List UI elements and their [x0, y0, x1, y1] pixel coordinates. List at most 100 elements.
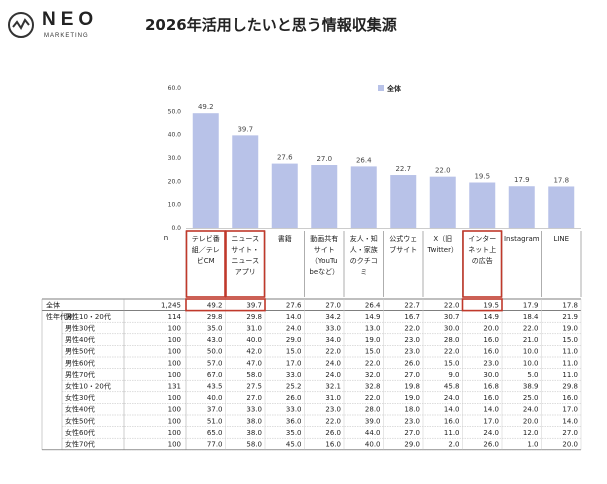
bar	[429, 176, 456, 228]
table-cell: 16.0	[444, 417, 460, 425]
table-cell: 43.5	[207, 383, 223, 391]
table-cell: 26.0	[286, 394, 302, 402]
category-label: ミ	[360, 268, 367, 276]
table-cell: 23.0	[404, 348, 420, 356]
table-cell: 34.2	[325, 313, 341, 321]
table-cell: 26.4	[365, 301, 381, 309]
y-tick-label: 50.0	[168, 108, 182, 115]
bar-value-label: 26.4	[356, 156, 372, 164]
table-cell: 17.8	[562, 301, 578, 309]
bar-value-label: 22.7	[395, 165, 411, 173]
bar-value-label: 22.0	[435, 167, 451, 175]
table-cell: 30.0	[483, 371, 499, 379]
y-tick-label: 20.0	[168, 178, 182, 185]
bar-value-label: 27.6	[277, 154, 293, 162]
table-row-label: 女性40代	[65, 405, 95, 414]
table-row-label: 女性30代	[65, 393, 95, 402]
table-cell: 22.0	[444, 301, 460, 309]
table-cell: 23.0	[325, 406, 341, 414]
category-label: ネット上	[468, 245, 496, 254]
table-cell: 21.0	[523, 336, 539, 344]
table-row-label: 男性30代	[65, 324, 95, 333]
table-n-cell: 100	[168, 429, 181, 437]
highlight-box-header	[225, 230, 266, 298]
table-cell: 2.0	[448, 441, 459, 449]
table-cell: 28.0	[365, 406, 381, 414]
table-cell: 45.0	[286, 441, 302, 449]
table-cell: 10.0	[523, 348, 539, 356]
table-cell: 65.0	[207, 429, 223, 437]
bar	[390, 175, 417, 228]
table-cell: 22.0	[365, 394, 381, 402]
table-cell: 19.0	[365, 336, 381, 344]
y-tick-label: 40.0	[168, 132, 182, 139]
table-cell: 29.8	[207, 313, 223, 321]
table-cell: 27.6	[286, 301, 302, 309]
table-n-cell: 100	[168, 359, 181, 367]
table-cell: 27.0	[562, 429, 578, 437]
table-cell: 43.0	[207, 336, 223, 344]
table-cell: 26.0	[404, 359, 420, 367]
legend-swatch	[378, 85, 384, 91]
table-n-cell: 114	[168, 313, 182, 321]
category-label: の広告	[472, 256, 493, 265]
table-cell: 38.0	[246, 429, 262, 437]
table-cell: 24.0	[523, 406, 539, 414]
category-label: （YouTu	[311, 257, 338, 265]
table-row-label: 男性50代	[65, 347, 95, 356]
table-cell: 45.8	[444, 383, 460, 391]
table-cell: 40.0	[365, 441, 381, 449]
table-cell: 16.0	[483, 348, 499, 356]
table-cell: 24.0	[325, 359, 341, 367]
table-cell: 29.8	[562, 383, 578, 391]
table-cell: 40.0	[207, 394, 223, 402]
table-cell: 19.0	[562, 325, 578, 333]
table-cell: 30.7	[444, 313, 460, 321]
category-label: アプリ	[235, 268, 256, 276]
table-cell: 51.0	[207, 417, 223, 425]
brand-subtitle: MARKETING	[44, 33, 89, 39]
table-cell: 33.0	[286, 406, 302, 414]
bar	[469, 182, 496, 228]
table-row-label: 男性10・20代	[65, 312, 111, 321]
table-cell: 24.0	[444, 394, 460, 402]
table-cell: 58.0	[246, 441, 262, 449]
table-n-cell: 1,245	[161, 301, 181, 309]
table-cell: 16.0	[325, 441, 341, 449]
table-cell: 25.0	[523, 394, 539, 402]
table-cell: 11.0	[444, 429, 460, 437]
table-cell: 19.5	[483, 301, 499, 309]
table-cell: 39.0	[365, 417, 381, 425]
table-cell: 24.0	[483, 429, 499, 437]
table-n-cell: 100	[168, 441, 181, 449]
bar-value-label: 27.0	[316, 155, 332, 163]
category-label: サイト	[314, 246, 335, 254]
table-n-cell: 100	[168, 394, 181, 402]
category-label: beなど）	[309, 268, 339, 276]
table-n-cell: 131	[168, 383, 181, 391]
table-cell: 14.0	[483, 406, 499, 414]
table-cell: 33.0	[286, 371, 302, 379]
table-cell: 18.4	[523, 313, 539, 321]
category-label: X（旧	[433, 235, 452, 243]
table-cell: 26.0	[483, 441, 499, 449]
table-cell: 17.9	[523, 301, 539, 309]
table-cell: 1.0	[527, 441, 538, 449]
table-cell: 26.0	[325, 429, 341, 437]
n-header: n	[164, 234, 168, 242]
table-row-label: 男性60代	[65, 358, 95, 367]
category-label: 組／テレ	[192, 245, 220, 254]
table-cell: 49.2	[207, 301, 223, 309]
table-cell: 50.0	[207, 348, 223, 356]
table-cell: 31.0	[325, 394, 341, 402]
bar	[192, 113, 219, 228]
table-cell: 14.0	[562, 417, 578, 425]
table-row-label: 女性50代	[65, 416, 95, 425]
table-cell: 38.9	[523, 383, 539, 391]
brand-wave-icon	[8, 12, 34, 38]
page-title: 2026年活用したいと思う情報収集源	[145, 16, 397, 34]
table-cell: 22.7	[404, 301, 420, 309]
table-cell: 29.0	[286, 336, 302, 344]
table-group-label: 性年代別	[46, 312, 74, 321]
